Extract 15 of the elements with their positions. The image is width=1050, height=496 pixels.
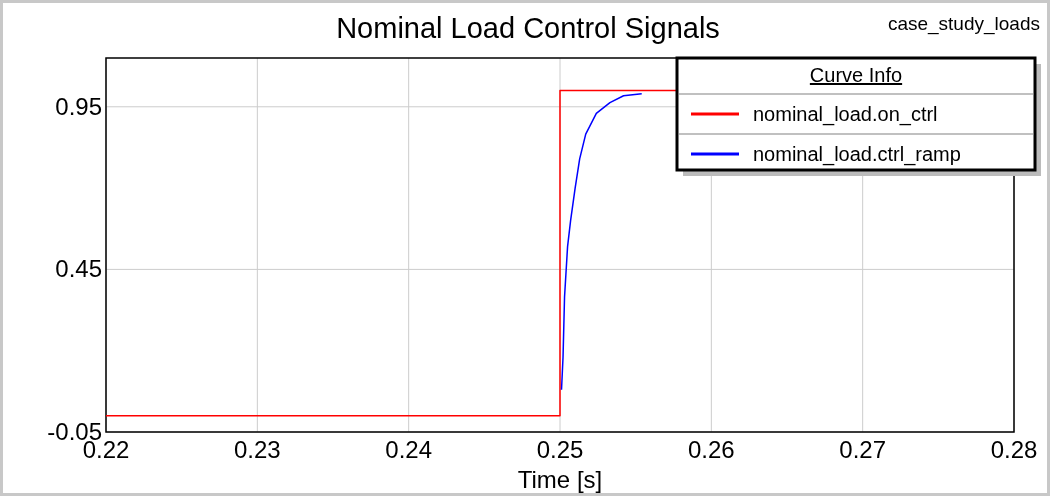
x-tick-label: 0.26 bbox=[687, 436, 735, 463]
x-tick-label: 0.28 bbox=[990, 436, 1038, 463]
x-tick-label: 0.24 bbox=[385, 436, 433, 463]
legend-title: Curve Info bbox=[809, 64, 903, 86]
legend-label: nominal_load.ctrl_ramp bbox=[753, 143, 961, 166]
line-series bbox=[560, 93, 643, 391]
x-axis-title: Time [s] bbox=[517, 466, 603, 493]
x-tick-label: 0.25 bbox=[536, 436, 584, 463]
x-tick-label: 0.27 bbox=[839, 436, 887, 463]
y-tick-label: 0.95 bbox=[55, 92, 102, 120]
chart-subtitle: case_study_loads bbox=[887, 13, 1040, 35]
y-tick-label: 0.45 bbox=[55, 255, 102, 283]
legend-label: nominal_load.on_ctrl bbox=[753, 103, 938, 126]
x-tick-label: 0.23 bbox=[233, 436, 281, 463]
chart-title: Nominal Load Control Signals bbox=[336, 12, 720, 44]
